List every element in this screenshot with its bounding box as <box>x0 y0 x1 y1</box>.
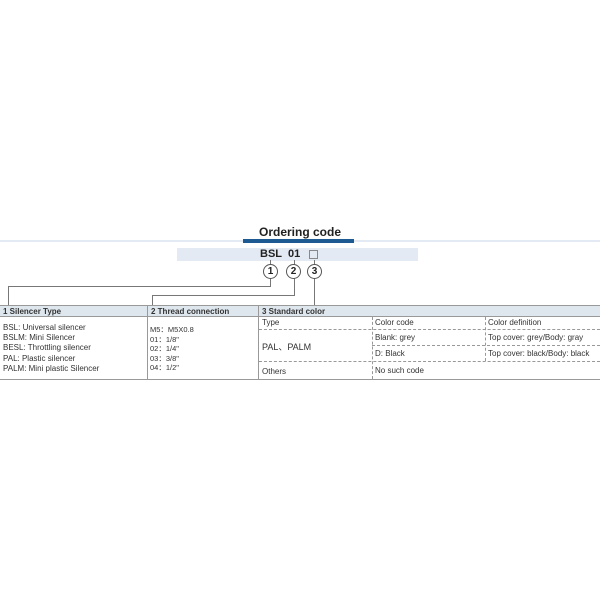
col-divider <box>258 305 259 380</box>
col-color-code: Color code <box>375 318 414 327</box>
title-underline <box>243 239 354 243</box>
pal-type: PAL、PALM <box>262 342 312 352</box>
silencer-type-list: BSL: Universal silencer BSLM: Mini Silen… <box>3 323 99 374</box>
color-code: Blank: grey <box>375 333 416 342</box>
others-code: No such code <box>375 366 424 375</box>
list-item: M5：M5X0.8 <box>150 325 194 334</box>
marker-3: 3 <box>307 264 322 279</box>
list-item: PALM: Mini plastic Silencer <box>3 363 100 373</box>
thread-list: M5：M5X0.8 01：1/8" 02：1/4" 03：3/8" 04：1/2… <box>150 325 194 373</box>
list-item: BSLM: Mini Silencer <box>3 333 76 343</box>
color-header: 3 Standard color <box>258 305 600 317</box>
col-divider <box>147 305 148 380</box>
connector-3 <box>314 260 315 306</box>
color-definition: Top cover: black/Body: black <box>488 349 590 358</box>
others-type: Others <box>262 367 287 376</box>
col-divider <box>372 317 373 379</box>
row-divider <box>372 345 600 346</box>
connector-2 <box>152 295 153 306</box>
list-item: PAL: Plastic silencer <box>3 353 76 363</box>
list-item: BESL: Throttling silencer <box>3 343 91 353</box>
page-title: Ordering code <box>258 225 341 239</box>
color-code: D: Black <box>375 349 405 358</box>
connector-1 <box>8 286 9 306</box>
marker-2: 2 <box>286 264 301 279</box>
col-color-definition: Color definition <box>488 318 542 327</box>
code-part-1: BSL <box>260 248 282 260</box>
marker-1: 1 <box>263 264 278 279</box>
col-type: Type <box>262 318 280 327</box>
list-item: 03：3/8" <box>150 353 179 363</box>
code-part-2: 01 <box>288 248 301 260</box>
connector-1 <box>8 286 271 287</box>
silencer-type-header: 1 Silencer Type <box>0 305 147 317</box>
list-item: 02：1/4" <box>150 344 179 353</box>
table-bottom <box>0 379 600 380</box>
code-part-3-box <box>309 250 318 259</box>
list-item: 01：1/8" <box>150 334 179 344</box>
col-divider <box>485 317 486 361</box>
thread-header: 2 Thread connection <box>147 305 258 317</box>
list-item: 04：1/2" <box>150 363 179 372</box>
list-item: BSL: Universal silencer <box>3 323 86 332</box>
row-divider <box>259 329 600 330</box>
code-band <box>177 248 418 261</box>
row-divider <box>259 361 600 362</box>
color-definition: Top cover: grey/Body: gray <box>488 333 584 342</box>
connector-2 <box>152 295 295 296</box>
